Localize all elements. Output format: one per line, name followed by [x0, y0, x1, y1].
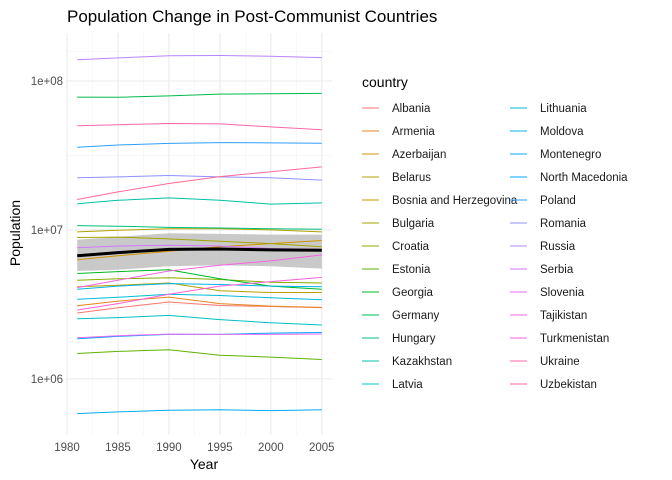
legend-item-germany: Germany — [362, 310, 440, 322]
series-line-poland — [77, 142, 322, 148]
series-line-slovenia — [77, 333, 322, 339]
series-line-estonia — [77, 349, 322, 360]
legend-label: Montenegro — [540, 149, 601, 161]
y-axis: 1e+06 1e+07 1e+08 — [31, 76, 63, 386]
legend-label: Hungary — [392, 333, 436, 345]
series-line-romania — [77, 174, 322, 181]
series-line-croatia — [77, 277, 322, 284]
y-axis-title: Population — [7, 200, 23, 266]
legend-item-georgia: Georgia — [362, 287, 434, 299]
legend-label: Turkmenistan — [540, 333, 609, 345]
legend-item-azerbaijan: Azerbaijan — [362, 149, 446, 161]
legend-label: Ukraine — [540, 356, 580, 368]
legend-title: country — [362, 74, 408, 90]
legend-label: Moldova — [540, 126, 584, 138]
legend-item-tajikistan: Tajikistan — [510, 310, 587, 322]
series-line-uzbekistan — [77, 166, 322, 200]
series-line-russia — [77, 54, 322, 61]
legend-item-montenegro: Montenegro — [510, 149, 601, 161]
series-line-hungary — [77, 225, 322, 230]
legend-item-albania: Albania — [362, 103, 431, 115]
x-tick-label: 1980 — [54, 442, 80, 454]
legend-item-russia: Russia — [510, 241, 576, 253]
legend-label: Germany — [392, 310, 440, 322]
legend-label: Romania — [540, 218, 587, 230]
series-line-moldova — [77, 283, 322, 290]
legend-label: Kazakhstan — [392, 356, 452, 368]
plot-panel — [66, 33, 332, 435]
series-line-kazakhstan — [77, 197, 322, 205]
series-line-tajikistan — [77, 254, 322, 289]
chart-title: Population Change in Post-Communist Coun… — [67, 7, 437, 26]
series-line-latvia — [77, 314, 322, 326]
grid-major — [66, 33, 332, 435]
legend-label: Belarus — [392, 172, 431, 184]
trend-layer — [77, 247, 322, 258]
series-line-belarus — [77, 228, 322, 233]
legend-label: Albania — [392, 103, 431, 115]
x-tick-label: 1985 — [105, 442, 131, 454]
y-tick-label: 1e+07 — [31, 225, 63, 237]
series-layer — [77, 54, 322, 415]
legend-label: Armenia — [392, 126, 435, 138]
trend-line — [77, 247, 322, 258]
y-tick-label: 1e+06 — [31, 374, 63, 386]
series-line-montenegro — [77, 409, 322, 415]
legend-item-ukraine: Ukraine — [510, 356, 580, 368]
x-axis-title: Year — [190, 456, 219, 472]
legend-item-kazakhstan: Kazakhstan — [362, 356, 452, 368]
series-line-albania — [77, 301, 322, 314]
legend-label: Poland — [540, 195, 576, 207]
legend-item-poland: Poland — [510, 195, 576, 207]
legend-label: Bulgaria — [392, 218, 435, 230]
legend-item-turkmenistan: Turkmenistan — [510, 333, 609, 345]
legend-label: Uzbekistan — [540, 379, 597, 391]
legend-label: Estonia — [392, 264, 431, 276]
legend-label: Slovenia — [540, 287, 585, 299]
legend-label: Azerbaijan — [392, 149, 446, 161]
legend-label: Latvia — [392, 379, 423, 391]
legend-label: Serbia — [540, 264, 574, 276]
legend-item-slovenia: Slovenia — [510, 287, 585, 299]
series-line-bulgaria — [77, 236, 322, 248]
legend-item-latvia: Latvia — [362, 379, 423, 391]
series-line-germany — [77, 92, 322, 98]
x-axis: 1980 1985 1990 1995 2000 2005 — [54, 442, 334, 454]
legend: country Albania Armenia Azerbaijan Belarus B… — [362, 74, 628, 391]
legend-item-armenia: Armenia — [362, 126, 435, 138]
legend-item-bulgaria: Bulgaria — [362, 218, 435, 230]
legend-item-north-macedonia: North Macedonia — [510, 172, 628, 184]
legend-item-uzbekistan: Uzbekistan — [510, 379, 597, 391]
series-line-lithuania — [77, 293, 322, 301]
x-tick-label: 1990 — [156, 442, 182, 454]
legend-label: Bosnia and Herzegovina — [392, 195, 518, 207]
x-tick-label: 1995 — [207, 442, 233, 454]
x-tick-label: 2000 — [258, 442, 284, 454]
legend-item-hungary: Hungary — [362, 333, 436, 345]
legend-label: Croatia — [392, 241, 430, 253]
legend-items: Albania Armenia Azerbaijan Belarus Bosnia an… — [362, 103, 628, 391]
legend-item-estonia: Estonia — [362, 264, 431, 276]
legend-label: North Macedonia — [540, 172, 628, 184]
legend-label: Lithuania — [540, 103, 587, 115]
legend-item-romania: Romania — [510, 218, 587, 230]
legend-label: Georgia — [392, 287, 434, 299]
series-line-ukraine — [77, 122, 322, 131]
legend-label: Tajikistan — [540, 310, 587, 322]
legend-label: Russia — [540, 241, 576, 253]
series-line-armenia — [77, 296, 322, 308]
legend-item-lithuania: Lithuania — [510, 103, 587, 115]
y-tick-label: 1e+08 — [31, 76, 63, 88]
legend-item-belarus: Belarus — [362, 172, 431, 184]
legend-item-bosnia-and-herzegovina: Bosnia and Herzegovina — [362, 195, 518, 207]
x-tick-label: 2005 — [309, 442, 335, 454]
series-line-turkmenistan — [77, 276, 322, 311]
series-line-bosnia-and-herzegovina — [77, 282, 322, 293]
legend-item-moldova: Moldova — [510, 126, 584, 138]
legend-item-croatia: Croatia — [362, 241, 430, 253]
legend-item-serbia: Serbia — [510, 264, 574, 276]
